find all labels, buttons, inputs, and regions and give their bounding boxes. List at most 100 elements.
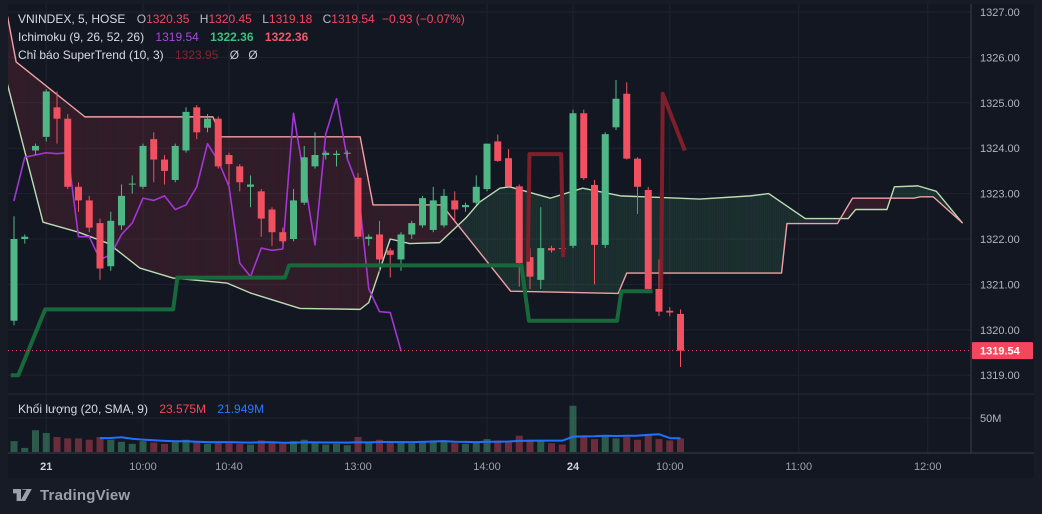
price-axis-label: 1319.00 (980, 370, 1020, 382)
candle (311, 132, 319, 169)
supertrend-lines (10, 91, 687, 378)
price-axis-label: 1323.00 (980, 189, 1020, 201)
candle (171, 143, 179, 183)
ichimoku-chikou-value: 1319.54 (155, 30, 199, 44)
candle (182, 107, 190, 153)
candle (204, 114, 211, 133)
candle (601, 132, 609, 249)
ichimoku-senkou-a-value: 1322.36 (210, 30, 254, 44)
legend-symbol-row[interactable]: VNINDEX, 5, HOSE O1320.35 H1320.45 L1319… (18, 10, 465, 28)
price-axis-label: 1320.00 (980, 325, 1020, 337)
candle (451, 191, 459, 221)
last-price-badge-text: 1319.54 (980, 346, 1021, 358)
supertrend-null-1: Ø (229, 48, 240, 62)
legend-ichimoku-row[interactable]: Ichimoku (9, 26, 52, 26) 1319.54 1322.36… (18, 28, 465, 46)
candle (569, 109, 577, 249)
candle (612, 80, 620, 131)
candle (333, 150, 340, 167)
candles-layer[interactable] (10, 80, 685, 368)
time-axis-label: 14:00 (473, 461, 501, 473)
candle (472, 175, 480, 205)
candle (247, 175, 254, 208)
senkou-b-line (8, 16, 963, 295)
change-value: −0.93 (−0.07%) (382, 12, 465, 26)
candle (118, 184, 125, 230)
supertrend-down-segment (659, 91, 687, 289)
candle (343, 150, 351, 158)
low-label: L (262, 12, 269, 26)
candle (322, 150, 330, 160)
candle (462, 202, 469, 212)
tradingview-logo-link[interactable]: TradingView (12, 486, 130, 504)
candle (655, 259, 663, 317)
candle (21, 234, 29, 244)
high-label: H (199, 12, 209, 26)
candle (548, 245, 555, 253)
candle (32, 143, 39, 156)
candle (236, 164, 244, 192)
chart-canvas[interactable]: 1327.00 1326.00 1325.00 1324.00 1323.00 1322.… (8, 4, 1034, 478)
candle (85, 195, 93, 233)
volume-sma-line (99, 433, 681, 444)
candle (300, 145, 308, 205)
candle (408, 220, 416, 239)
price-axis-label: 1325.00 (980, 98, 1020, 110)
candle (666, 307, 674, 317)
time-axis-day-label: 24 (567, 461, 580, 473)
candle (634, 157, 641, 215)
candle (64, 114, 72, 190)
candle (150, 132, 158, 183)
candle (161, 155, 168, 185)
candle (429, 186, 437, 233)
candle (440, 189, 448, 228)
volume-bars (10, 405, 684, 452)
ichimoku-title[interactable]: Ichimoku (9, 26, 52, 26) (18, 30, 145, 44)
candle (515, 184, 523, 287)
supertrend-null-2: Ø (248, 48, 258, 62)
candle (386, 248, 394, 278)
supertrend-up-segment (10, 263, 653, 378)
volume-title[interactable]: Khối lượng (20, SMA, 9) (18, 402, 148, 416)
open-label: O (136, 12, 147, 26)
time-axis-label: 10:00 (129, 461, 157, 473)
candle (505, 149, 512, 187)
high-value: 1320.45 (208, 12, 252, 26)
candle (526, 248, 534, 289)
legend-supertrend-row[interactable]: Chỉ báo SuperTrend (10, 3) 1323.95 Ø Ø (18, 46, 465, 64)
candle (290, 189, 297, 242)
candle (580, 109, 588, 180)
candle (128, 175, 136, 194)
candle (42, 89, 50, 142)
last-price-badge (972, 342, 1033, 360)
candle (365, 234, 373, 246)
candle (75, 182, 82, 212)
supertrend-down-segment (525, 152, 566, 262)
candle (53, 91, 61, 144)
volume-legend-row[interactable]: Khối lượng (20, SMA, 9) 23.575M 21.949M (18, 402, 264, 416)
indicator-legend: VNINDEX, 5, HOSE O1320.35 H1320.45 L1319… (18, 10, 465, 64)
price-axis[interactable]: 1327.00 1326.00 1325.00 1324.00 1323.00 1322.… (972, 7, 1033, 425)
price-axis-label: 1324.00 (980, 143, 1020, 155)
time-axis[interactable]: 21 10:00 10:40 13:00 14:00 24 10:00 11:00 12:00 (40, 461, 941, 473)
candle (225, 152, 233, 185)
price-axis-label: 1326.00 (980, 52, 1020, 64)
symbol-title[interactable]: VNINDEX, 5, HOSE (18, 12, 126, 26)
candle (591, 179, 598, 285)
supertrend-title[interactable]: Chỉ báo SuperTrend (10, 3) (18, 48, 164, 62)
candle (494, 134, 502, 162)
candle (107, 211, 115, 271)
candle (537, 207, 545, 289)
price-axis-label: 1322.00 (980, 234, 1020, 246)
low-value: 1319.18 (268, 12, 313, 26)
tradingview-logo-icon (13, 489, 32, 501)
time-axis-label: 10:40 (215, 461, 243, 473)
tradingview-chart-widget[interactable]: 1327.00 1326.00 1325.00 1324.00 1323.00 1322.… (8, 4, 1034, 478)
volume-value: 23.575M (159, 402, 207, 416)
time-axis-label: 13:00 (344, 461, 372, 473)
candle (623, 82, 631, 160)
supertrend-value: 1323.95 (174, 48, 219, 62)
ichimoku-senkou-b-value: 1322.36 (264, 30, 309, 44)
candle (268, 207, 276, 246)
candle (677, 309, 684, 368)
